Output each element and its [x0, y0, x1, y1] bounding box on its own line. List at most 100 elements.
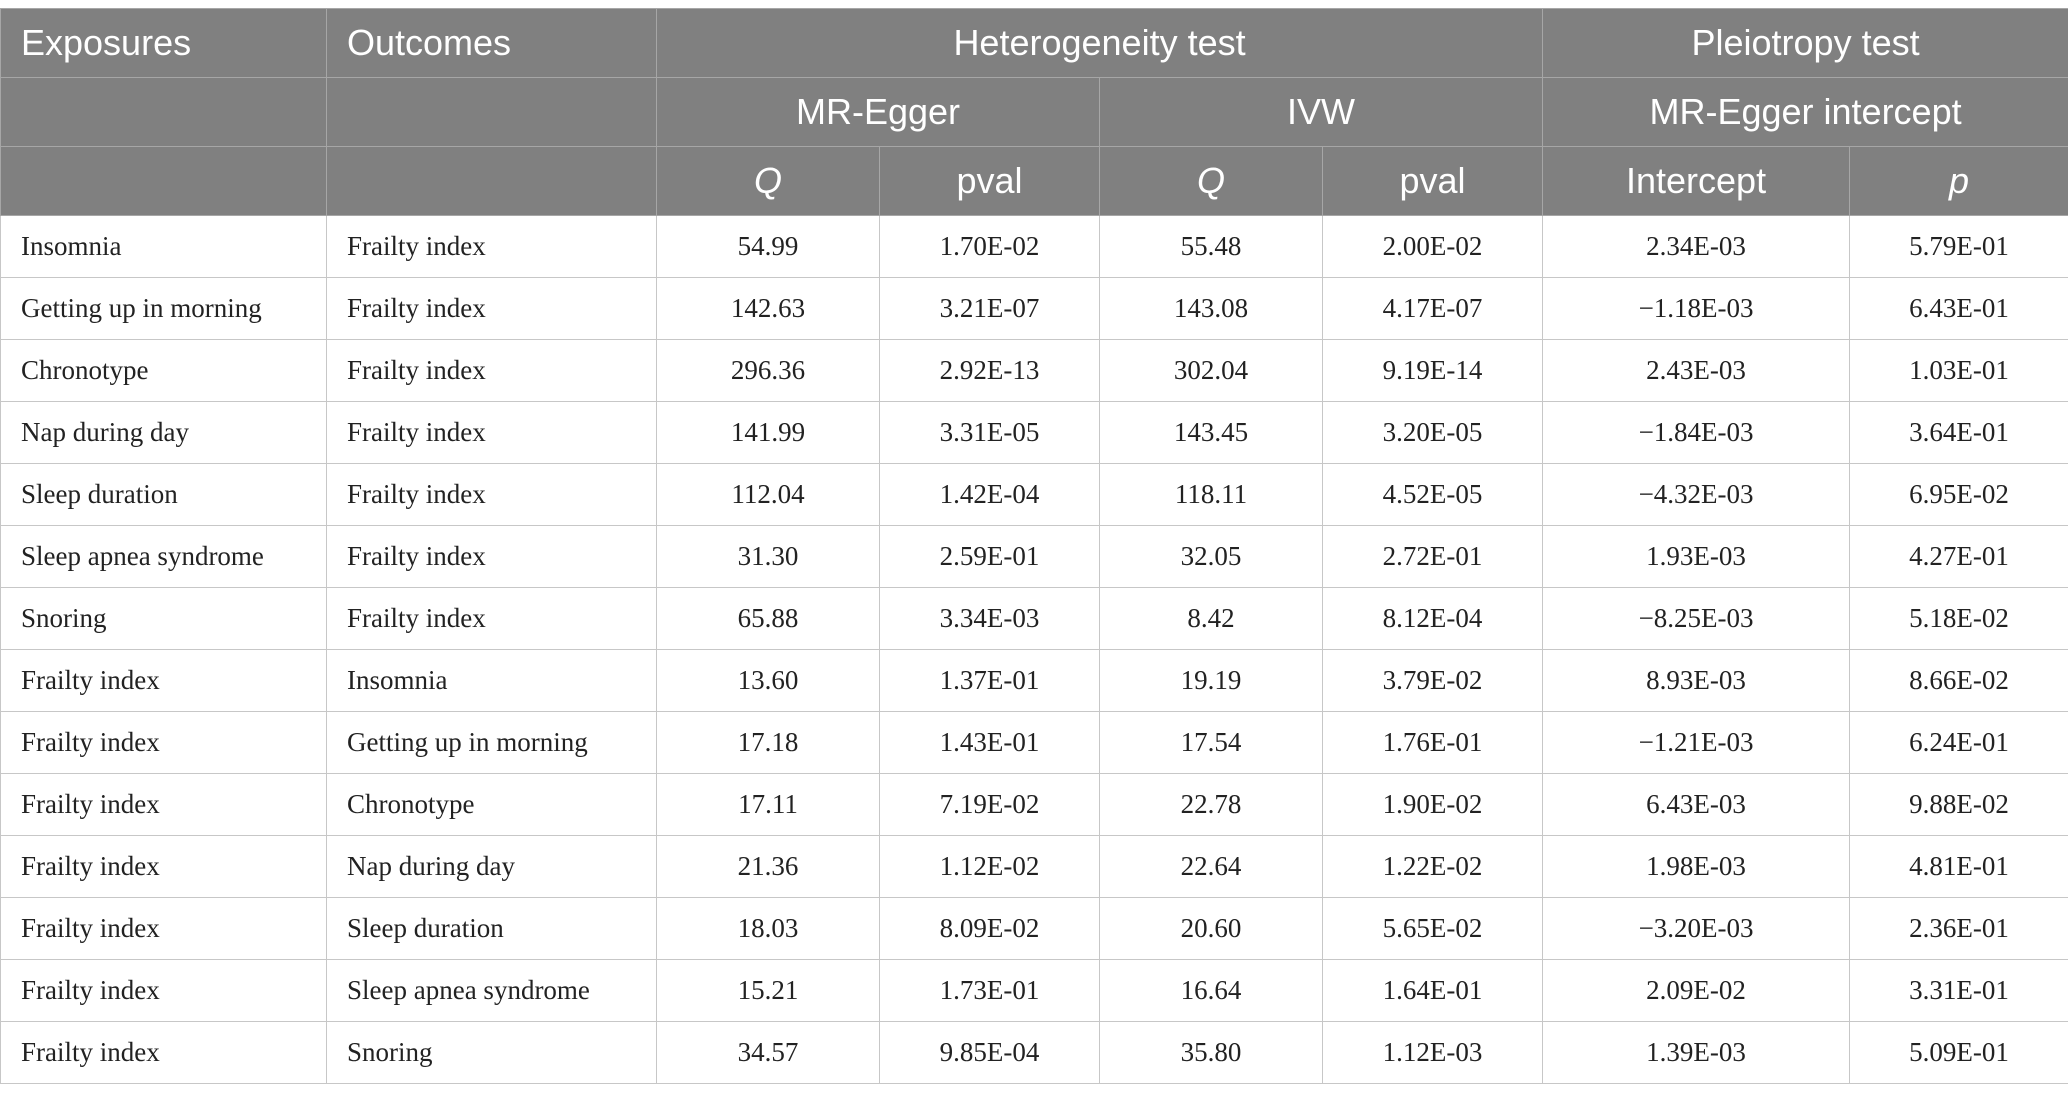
outcome-cell: Insomnia: [327, 650, 657, 712]
col-header-pval-egger: pval: [880, 147, 1100, 216]
ivw-pval-cell: 2.72E-01: [1323, 526, 1543, 588]
ivw-pval-cell: 8.12E-04: [1323, 588, 1543, 650]
egger-pval-cell: 1.73E-01: [880, 960, 1100, 1022]
ivw-pval-cell: 1.12E-03: [1323, 1022, 1543, 1084]
egger-pval-cell: 3.21E-07: [880, 278, 1100, 340]
egger-pval-cell: 1.12E-02: [880, 836, 1100, 898]
ivw-pval-cell: 3.79E-02: [1323, 650, 1543, 712]
intercept-p-cell: 1.03E-01: [1850, 340, 2068, 402]
col-header-intercept: Intercept: [1543, 147, 1850, 216]
egger-pval-cell: 2.59E-01: [880, 526, 1100, 588]
egger-q-cell: 31.30: [657, 526, 880, 588]
header-blank: [1, 78, 327, 147]
col-header-q-ivw: Q: [1100, 147, 1323, 216]
col-header-p: p: [1850, 147, 2068, 216]
intercept-p-cell: 4.81E-01: [1850, 836, 2068, 898]
exposure-cell: Frailty index: [1, 650, 327, 712]
outcome-cell: Getting up in morning: [327, 712, 657, 774]
col-header-heterogeneity: Heterogeneity test: [657, 9, 1543, 78]
egger-pval-cell: 1.42E-04: [880, 464, 1100, 526]
ivw-pval-cell: 2.00E-02: [1323, 216, 1543, 278]
intercept-p-cell: 5.79E-01: [1850, 216, 2068, 278]
exposure-cell: Nap during day: [1, 402, 327, 464]
ivw-q-cell: 22.64: [1100, 836, 1323, 898]
egger-q-cell: 18.03: [657, 898, 880, 960]
table-header: Exposures Outcomes Heterogeneity test Pl…: [1, 9, 2068, 216]
outcome-cell: Snoring: [327, 1022, 657, 1084]
intercept-cell: −1.84E-03: [1543, 402, 1850, 464]
exposure-cell: Frailty index: [1, 1022, 327, 1084]
outcome-cell: Frailty index: [327, 526, 657, 588]
intercept-cell: 2.34E-03: [1543, 216, 1850, 278]
ivw-q-cell: 143.45: [1100, 402, 1323, 464]
egger-q-cell: 112.04: [657, 464, 880, 526]
ivw-q-cell: 32.05: [1100, 526, 1323, 588]
exposure-cell: Frailty index: [1, 898, 327, 960]
ivw-pval-cell: 4.52E-05: [1323, 464, 1543, 526]
ivw-q-cell: 55.48: [1100, 216, 1323, 278]
egger-q-cell: 65.88: [657, 588, 880, 650]
intercept-cell: −4.32E-03: [1543, 464, 1850, 526]
egger-q-cell: 34.57: [657, 1022, 880, 1084]
intercept-cell: 1.98E-03: [1543, 836, 1850, 898]
ivw-q-cell: 16.64: [1100, 960, 1323, 1022]
egger-pval-cell: 1.70E-02: [880, 216, 1100, 278]
outcome-cell: Nap during day: [327, 836, 657, 898]
col-header-mr-egger-intercept: MR-Egger intercept: [1543, 78, 2068, 147]
exposure-cell: Chronotype: [1, 340, 327, 402]
header-row-3: Q pval Q pval Intercept p: [1, 147, 2068, 216]
ivw-q-cell: 20.60: [1100, 898, 1323, 960]
col-header-q-egger: Q: [657, 147, 880, 216]
exposure-cell: Sleep apnea syndrome: [1, 526, 327, 588]
intercept-cell: −8.25E-03: [1543, 588, 1850, 650]
egger-q-cell: 13.60: [657, 650, 880, 712]
intercept-p-cell: 4.27E-01: [1850, 526, 2068, 588]
header-row-2: MR-Egger IVW MR-Egger intercept: [1, 78, 2068, 147]
intercept-cell: 2.43E-03: [1543, 340, 1850, 402]
ivw-pval-cell: 9.19E-14: [1323, 340, 1543, 402]
outcome-cell: Sleep duration: [327, 898, 657, 960]
header-row-1: Exposures Outcomes Heterogeneity test Pl…: [1, 9, 2068, 78]
egger-q-cell: 296.36: [657, 340, 880, 402]
ivw-q-cell: 19.19: [1100, 650, 1323, 712]
outcome-cell: Frailty index: [327, 588, 657, 650]
ivw-q-cell: 302.04: [1100, 340, 1323, 402]
exposure-cell: Frailty index: [1, 836, 327, 898]
intercept-cell: −3.20E-03: [1543, 898, 1850, 960]
exposure-cell: Frailty index: [1, 712, 327, 774]
ivw-q-cell: 35.80: [1100, 1022, 1323, 1084]
egger-pval-cell: 2.92E-13: [880, 340, 1100, 402]
intercept-cell: 2.09E-02: [1543, 960, 1850, 1022]
egger-q-cell: 15.21: [657, 960, 880, 1022]
intercept-p-cell: 9.88E-02: [1850, 774, 2068, 836]
intercept-p-cell: 3.64E-01: [1850, 402, 2068, 464]
exposure-cell: Sleep duration: [1, 464, 327, 526]
ivw-pval-cell: 1.76E-01: [1323, 712, 1543, 774]
intercept-p-cell: 5.09E-01: [1850, 1022, 2068, 1084]
ivw-pval-cell: 1.64E-01: [1323, 960, 1543, 1022]
col-header-pleiotropy: Pleiotropy test: [1543, 9, 2068, 78]
outcome-cell: Chronotype: [327, 774, 657, 836]
egger-pval-cell: 9.85E-04: [880, 1022, 1100, 1084]
intercept-cell: −1.21E-03: [1543, 712, 1850, 774]
header-blank: [327, 78, 657, 147]
egger-pval-cell: 1.43E-01: [880, 712, 1100, 774]
ivw-pval-cell: 3.20E-05: [1323, 402, 1543, 464]
ivw-q-cell: 143.08: [1100, 278, 1323, 340]
exposure-cell: Frailty index: [1, 774, 327, 836]
egger-pval-cell: 7.19E-02: [880, 774, 1100, 836]
exposure-cell: Frailty index: [1, 960, 327, 1022]
